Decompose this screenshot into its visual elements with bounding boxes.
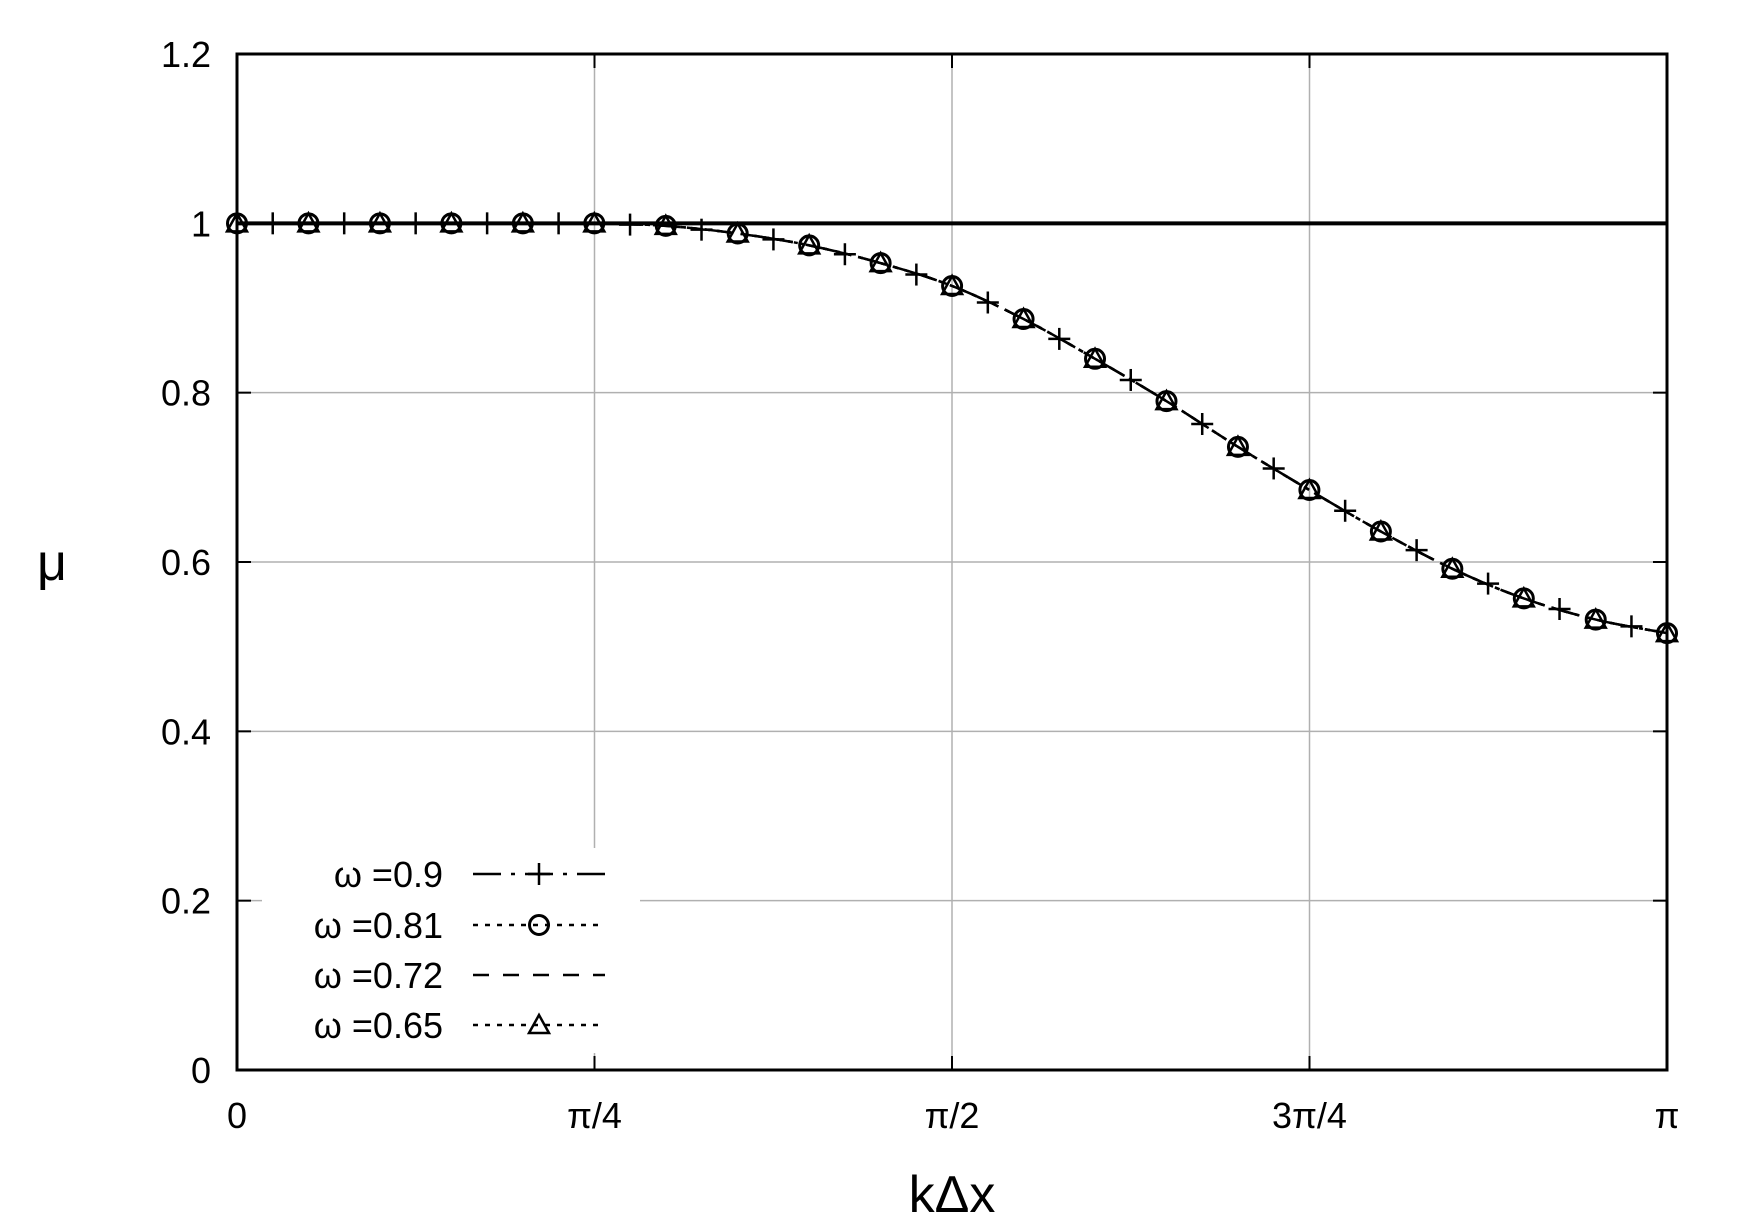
- series-marker: [439, 210, 464, 233]
- legend-entry: ω =0.65: [314, 1005, 605, 1046]
- y-tick-label: 0.8: [161, 373, 211, 414]
- series-marker: [367, 210, 393, 233]
- series-marker: [1405, 539, 1428, 562]
- legend-label: ω =0.65: [314, 1005, 443, 1046]
- series-marker: [1297, 477, 1322, 500]
- legend-label: ω =0.72: [314, 955, 443, 996]
- x-tick-label: 0: [227, 1095, 247, 1136]
- legend: ω =0.9 ω =0.81 ω =0.72 ω =0.65: [262, 848, 640, 1053]
- y-tick-label: 0: [191, 1050, 211, 1091]
- legend-marker: [528, 914, 550, 936]
- series-marker: [1511, 585, 1536, 608]
- series-layer: [224, 210, 1680, 645]
- legend-label: ω =0.9: [334, 854, 443, 895]
- series-marker: [653, 213, 678, 236]
- series-marker: [868, 250, 893, 273]
- x-tick-label: π/2: [925, 1095, 980, 1136]
- series-marker: [1583, 606, 1608, 629]
- x-tick-label: π: [1655, 1095, 1680, 1136]
- series-marker: [1082, 346, 1108, 369]
- series-marker: [797, 232, 822, 255]
- x-tick-label: π/4: [567, 1095, 622, 1136]
- series-marker: [1225, 434, 1251, 457]
- y-tick-label: 0.2: [161, 881, 211, 922]
- legend-entry: ω =0.9: [334, 854, 605, 895]
- series-marker: [1440, 556, 1465, 579]
- series-marker: [1011, 306, 1036, 329]
- y-axis-title: μ: [37, 534, 67, 592]
- legend-entry: ω =0.72: [314, 955, 605, 996]
- series-line: [236, 221, 1668, 635]
- y-tick-label: 1.2: [161, 34, 211, 75]
- series-marker: [582, 210, 607, 233]
- series-marker: [939, 273, 965, 296]
- legend-entry: ω =0.81: [314, 905, 605, 946]
- y-tick-label: 0.6: [161, 542, 211, 583]
- y-tick-label: 1: [191, 203, 211, 244]
- series-marker: [1154, 388, 1179, 411]
- tick-marks: [236, 53, 1669, 1071]
- legend-marker: [528, 863, 550, 885]
- x-tick-labels: 0 π/4 π/2 3π/4 π: [227, 1095, 1679, 1136]
- x-axis-title: kΔx: [909, 1166, 996, 1222]
- series-marker: [1368, 518, 1394, 541]
- x-tick-label: 3π/4: [1272, 1095, 1347, 1136]
- y-tick-labels: 0 0.2 0.4 0.6 0.8 1 1.2: [161, 34, 211, 1091]
- legend-background: [262, 848, 640, 1053]
- legend-label: ω =0.81: [314, 905, 443, 946]
- y-tick-label: 0.4: [161, 711, 211, 752]
- series-marker: [510, 210, 535, 233]
- legend-marker: [526, 1012, 552, 1035]
- series-marker: [296, 210, 321, 233]
- series-marker: [725, 220, 750, 243]
